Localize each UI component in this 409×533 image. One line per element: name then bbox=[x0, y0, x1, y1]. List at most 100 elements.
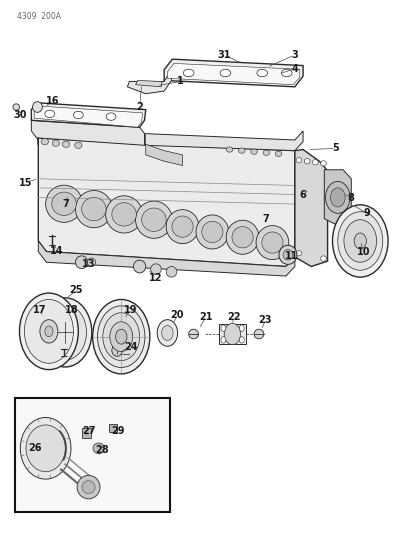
Ellipse shape bbox=[77, 475, 100, 499]
Text: 7: 7 bbox=[62, 199, 68, 209]
Ellipse shape bbox=[106, 196, 142, 233]
Bar bbox=[109, 424, 117, 432]
Text: 22: 22 bbox=[227, 312, 240, 322]
Ellipse shape bbox=[92, 300, 149, 374]
Ellipse shape bbox=[224, 324, 240, 345]
Ellipse shape bbox=[226, 147, 232, 152]
Ellipse shape bbox=[110, 322, 133, 352]
Ellipse shape bbox=[320, 161, 326, 166]
Text: 31: 31 bbox=[217, 50, 231, 60]
Polygon shape bbox=[31, 120, 144, 146]
Ellipse shape bbox=[238, 148, 245, 154]
Ellipse shape bbox=[226, 220, 258, 254]
Text: 16: 16 bbox=[46, 95, 60, 106]
Polygon shape bbox=[135, 80, 162, 87]
Text: 13: 13 bbox=[82, 259, 95, 269]
Ellipse shape bbox=[261, 232, 282, 253]
Ellipse shape bbox=[188, 329, 198, 339]
Ellipse shape bbox=[337, 212, 382, 270]
Ellipse shape bbox=[239, 325, 244, 332]
Ellipse shape bbox=[45, 185, 82, 222]
Text: 1: 1 bbox=[177, 77, 183, 86]
Ellipse shape bbox=[32, 102, 42, 112]
Text: 30: 30 bbox=[13, 110, 27, 120]
Ellipse shape bbox=[56, 321, 74, 344]
Text: 29: 29 bbox=[111, 426, 125, 437]
Text: 18: 18 bbox=[65, 305, 79, 315]
Text: 3: 3 bbox=[291, 50, 297, 60]
Ellipse shape bbox=[196, 215, 228, 249]
Ellipse shape bbox=[256, 69, 267, 77]
Text: 11: 11 bbox=[284, 251, 298, 261]
Ellipse shape bbox=[133, 260, 145, 273]
Ellipse shape bbox=[274, 151, 281, 157]
Ellipse shape bbox=[115, 329, 127, 344]
Ellipse shape bbox=[20, 293, 78, 369]
Text: 15: 15 bbox=[18, 177, 32, 188]
Ellipse shape bbox=[157, 320, 177, 346]
Text: 5: 5 bbox=[332, 143, 338, 154]
Text: 4309  200A: 4309 200A bbox=[17, 12, 61, 21]
Polygon shape bbox=[164, 59, 302, 87]
Ellipse shape bbox=[26, 425, 65, 472]
Ellipse shape bbox=[13, 104, 20, 110]
Ellipse shape bbox=[166, 209, 198, 244]
Ellipse shape bbox=[82, 481, 95, 494]
Ellipse shape bbox=[220, 69, 230, 77]
Text: 14: 14 bbox=[50, 246, 64, 255]
Ellipse shape bbox=[75, 190, 112, 228]
Ellipse shape bbox=[103, 313, 139, 361]
Text: 12: 12 bbox=[149, 273, 162, 283]
Ellipse shape bbox=[220, 325, 225, 332]
Ellipse shape bbox=[81, 197, 106, 221]
Ellipse shape bbox=[263, 150, 269, 156]
Ellipse shape bbox=[250, 149, 257, 155]
Ellipse shape bbox=[20, 417, 71, 479]
Text: 23: 23 bbox=[258, 314, 272, 325]
Text: 9: 9 bbox=[362, 208, 369, 219]
Ellipse shape bbox=[45, 326, 53, 337]
Polygon shape bbox=[144, 131, 302, 151]
Polygon shape bbox=[145, 144, 182, 165]
Ellipse shape bbox=[112, 345, 122, 357]
Ellipse shape bbox=[38, 298, 92, 367]
Text: 26: 26 bbox=[29, 443, 42, 453]
Text: —: — bbox=[121, 350, 129, 359]
Ellipse shape bbox=[62, 141, 70, 148]
Polygon shape bbox=[38, 241, 294, 276]
Text: 10: 10 bbox=[356, 247, 369, 256]
Ellipse shape bbox=[239, 337, 244, 343]
Ellipse shape bbox=[312, 160, 317, 165]
Ellipse shape bbox=[41, 139, 48, 145]
Ellipse shape bbox=[112, 203, 136, 226]
Ellipse shape bbox=[231, 227, 253, 248]
Polygon shape bbox=[167, 63, 299, 85]
Ellipse shape bbox=[295, 158, 301, 163]
Ellipse shape bbox=[45, 110, 54, 118]
Ellipse shape bbox=[254, 329, 263, 339]
Text: 7: 7 bbox=[261, 214, 268, 224]
Ellipse shape bbox=[150, 264, 161, 274]
Ellipse shape bbox=[343, 220, 376, 262]
Ellipse shape bbox=[303, 159, 309, 164]
Ellipse shape bbox=[278, 245, 296, 264]
Polygon shape bbox=[36, 138, 294, 266]
Ellipse shape bbox=[87, 258, 95, 266]
Text: 8: 8 bbox=[347, 193, 354, 204]
Ellipse shape bbox=[52, 140, 59, 147]
Ellipse shape bbox=[44, 305, 86, 360]
Ellipse shape bbox=[97, 306, 144, 368]
Ellipse shape bbox=[220, 337, 225, 343]
Text: 25: 25 bbox=[70, 286, 83, 295]
Polygon shape bbox=[34, 106, 142, 127]
Bar bbox=[82, 428, 91, 438]
Polygon shape bbox=[127, 70, 171, 94]
Ellipse shape bbox=[135, 201, 172, 238]
Text: 24: 24 bbox=[124, 342, 137, 352]
Ellipse shape bbox=[320, 256, 326, 261]
Ellipse shape bbox=[166, 266, 176, 277]
Text: 28: 28 bbox=[95, 445, 108, 455]
Ellipse shape bbox=[281, 69, 291, 77]
Ellipse shape bbox=[52, 192, 76, 215]
Text: 19: 19 bbox=[124, 305, 137, 315]
